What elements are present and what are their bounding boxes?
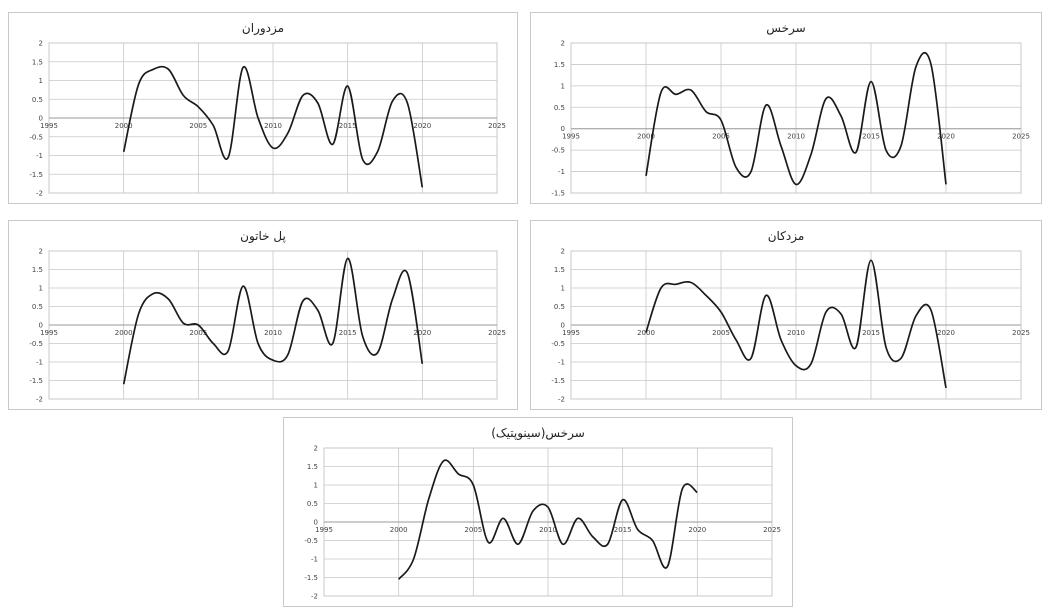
x-tick-label: 2010 bbox=[787, 329, 805, 337]
y-tick-label: 2 bbox=[561, 40, 565, 48]
y-tick-label: 0.5 bbox=[32, 303, 43, 311]
x-tick-label: 2005 bbox=[189, 329, 207, 337]
y-tick-label: -1.5 bbox=[551, 190, 565, 198]
y-tick-label: -1 bbox=[36, 359, 43, 367]
x-tick-label: 2000 bbox=[115, 122, 133, 130]
x-tick-label: 1995 bbox=[562, 133, 580, 141]
y-tick-label: 1.5 bbox=[554, 61, 565, 69]
y-tick-label: -0.5 bbox=[29, 340, 43, 348]
y-tick-label: -1 bbox=[558, 168, 565, 176]
y-tick-label: -0.5 bbox=[551, 147, 565, 155]
x-tick-label: 1995 bbox=[562, 329, 580, 337]
x-tick-label: 1995 bbox=[40, 122, 58, 130]
chart-title: سرخس bbox=[766, 21, 805, 36]
y-tick-label: -1.5 bbox=[29, 171, 43, 179]
y-tick-label: 0 bbox=[39, 115, 43, 123]
y-tick-label: -1 bbox=[36, 152, 43, 160]
x-tick-label: 2025 bbox=[1012, 133, 1030, 141]
series-line bbox=[122, 65, 424, 188]
x-tick-label: 2020 bbox=[937, 329, 955, 337]
y-tick-label: 1 bbox=[39, 77, 43, 85]
x-tick-label: 2010 bbox=[787, 133, 805, 141]
chart-panel-mazdakan: مزدکان 2 1.5 1 0.5 0 -0.5 -1 -1.5 -2 1995 2000 2005 2… bbox=[530, 220, 1042, 410]
y-tick-label: 0 bbox=[561, 125, 565, 133]
x-tick-label: 2025 bbox=[488, 122, 506, 130]
y-tick-label: 2 bbox=[314, 445, 318, 453]
y-tick-label: 2 bbox=[561, 248, 565, 256]
x-tick-label: 2005 bbox=[712, 329, 730, 337]
y-tick-label: 0.5 bbox=[554, 104, 565, 112]
y-tick-label: 0.5 bbox=[32, 96, 43, 104]
x-tick-label: 2020 bbox=[413, 329, 431, 337]
chart-svg: سرخس(سینوپتیک) 2 1.5 1 0.5 0 -0.5 -1 -1.5 -2 1995 2… bbox=[304, 426, 781, 601]
x-tick-label: 2020 bbox=[413, 122, 431, 130]
x-tick-label: 2025 bbox=[763, 526, 781, 534]
y-tick-label: -0.5 bbox=[551, 340, 565, 348]
y-tick-label: -2 bbox=[36, 190, 43, 198]
series-line bbox=[122, 257, 424, 385]
x-tick-label: 2005 bbox=[712, 133, 730, 141]
y-tick-label: 1.5 bbox=[32, 266, 43, 274]
x-tick-label: 2010 bbox=[539, 526, 557, 534]
x-tick-label: 2015 bbox=[862, 329, 880, 337]
y-tick-label: 2 bbox=[39, 40, 43, 48]
y-tick-label: -2 bbox=[558, 396, 565, 404]
y-tick-label: -1.5 bbox=[29, 377, 43, 385]
y-tick-label: 1 bbox=[561, 285, 565, 293]
chart-panel-mazduran: مزدوران 2 1.5 1 0.5 0 -0.5 -1 -1.5 -2 1995 2000 2005… bbox=[8, 12, 518, 204]
x-tick-label: 2005 bbox=[189, 122, 207, 130]
chart-title: سرخس(سینوپتیک) bbox=[491, 426, 585, 441]
chart-title: پل خاتون bbox=[240, 229, 286, 244]
y-tick-label: 1 bbox=[561, 82, 565, 90]
y-tick-label: 0.5 bbox=[307, 500, 318, 508]
x-tick-label: 2020 bbox=[688, 526, 706, 534]
series-line bbox=[398, 459, 698, 580]
x-tick-label: 2020 bbox=[937, 133, 955, 141]
x-tick-label: 2000 bbox=[637, 329, 655, 337]
x-tick-label: 2000 bbox=[637, 133, 655, 141]
chart-svg: مزدکان 2 1.5 1 0.5 0 -0.5 -1 -1.5 -2 1995 2000 2005 2… bbox=[551, 229, 1030, 404]
x-tick-label: 1995 bbox=[315, 526, 333, 534]
chart-svg: سرخس 2 1.5 1 0.5 0 -0.5 -1 -1.5 1995 2000 2005 2010 2… bbox=[551, 21, 1030, 198]
chart-title: مزدوران bbox=[242, 21, 284, 36]
x-tick-label: 2025 bbox=[488, 329, 506, 337]
chart-panel-sarakhs: سرخس 2 1.5 1 0.5 0 -0.5 -1 -1.5 1995 2000 2005 2010 2… bbox=[530, 12, 1042, 204]
x-tick-label: 2000 bbox=[390, 526, 408, 534]
x-tick-label: 2015 bbox=[339, 329, 357, 337]
y-tick-label: -0.5 bbox=[29, 133, 43, 141]
y-tick-label: 1.5 bbox=[554, 266, 565, 274]
series-line bbox=[645, 259, 947, 389]
chart-panel-pol-khatun: پل خاتون 2 1.5 1 0.5 0 -0.5 -1 -1.5 -2 1995 2000 200… bbox=[8, 220, 518, 410]
y-tick-label: 0 bbox=[314, 519, 318, 527]
y-tick-label: -1 bbox=[311, 556, 318, 564]
y-tick-label: 0 bbox=[561, 322, 565, 330]
y-tick-label: 1.5 bbox=[307, 463, 318, 471]
x-tick-label: 1995 bbox=[40, 329, 58, 337]
y-tick-label: 1 bbox=[39, 285, 43, 293]
y-tick-label: -1.5 bbox=[551, 377, 565, 385]
y-tick-label: -1 bbox=[558, 359, 565, 367]
x-tick-label: 2000 bbox=[115, 329, 133, 337]
x-tick-label: 2015 bbox=[339, 122, 357, 130]
y-tick-label: -1.5 bbox=[304, 574, 318, 582]
x-tick-label: 2010 bbox=[264, 329, 282, 337]
y-tick-label: 1 bbox=[314, 482, 318, 490]
series-line bbox=[645, 52, 947, 186]
y-tick-label: -2 bbox=[36, 396, 43, 404]
chart-title: مزدکان bbox=[768, 229, 805, 244]
chart-svg: پل خاتون 2 1.5 1 0.5 0 -0.5 -1 -1.5 -2 1995 2000 200… bbox=[29, 229, 506, 404]
y-tick-label: -2 bbox=[311, 593, 318, 601]
x-tick-label: 2015 bbox=[862, 133, 880, 141]
y-tick-label: 0.5 bbox=[554, 303, 565, 311]
y-tick-label: -0.5 bbox=[304, 537, 318, 545]
y-tick-label: 2 bbox=[39, 248, 43, 256]
x-tick-label: 2010 bbox=[264, 122, 282, 130]
y-tick-label: 1.5 bbox=[32, 58, 43, 66]
x-tick-label: 2015 bbox=[614, 526, 632, 534]
chart-svg: مزدوران 2 1.5 1 0.5 0 -0.5 -1 -1.5 -2 1995 2000 2005… bbox=[29, 21, 506, 198]
x-tick-label: 2005 bbox=[464, 526, 482, 534]
x-tick-label: 2025 bbox=[1012, 329, 1030, 337]
chart-panel-sarakhs-synoptic: سرخس(سینوپتیک) 2 1.5 1 0.5 0 -0.5 -1 -1.5 -2 1995 2… bbox=[283, 417, 793, 607]
y-tick-label: 0 bbox=[39, 322, 43, 330]
